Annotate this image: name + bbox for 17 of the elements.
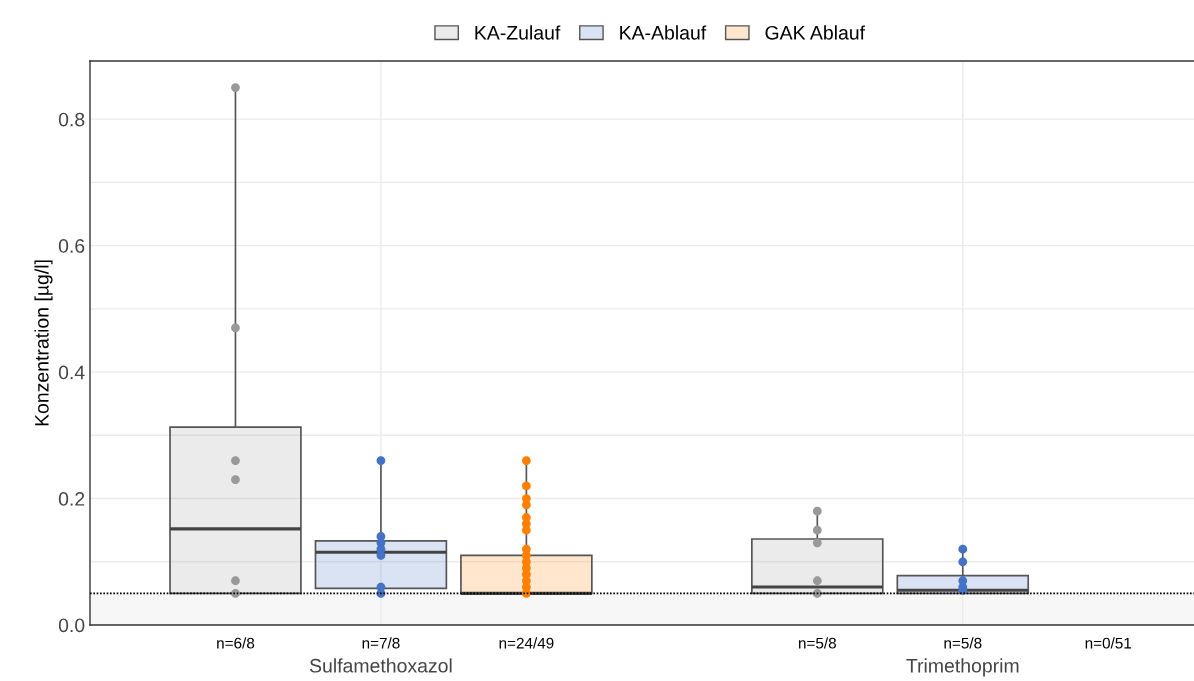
y-tick-label: 0.8 [58,112,85,127]
text: n=24/49 [499,637,554,649]
x-tick-label: Trimethoprim [906,658,1019,677]
text: n=6/8 [217,637,255,649]
legend-label: KA-Ablauf [620,25,707,40]
y-tick-label: 0.4 [58,365,85,380]
text: n=5/8 [944,637,982,649]
text: n=0/51 [1085,637,1132,649]
y-tick-label: 0.2 [58,492,85,506]
y-tick-label: 0.6 [58,239,85,253]
x-tick-label: Sulfamethoxazol [309,658,452,673]
legend-label: KA-Zulauf [475,25,561,40]
text: n=5/8 [799,637,836,649]
text: n=7/8 [362,637,400,649]
y-axis-title: Konzentration [µg/l] [34,260,53,426]
y-tick-label: 0.0 [58,618,85,633]
legend-label: GAK Ablauf [765,25,866,40]
